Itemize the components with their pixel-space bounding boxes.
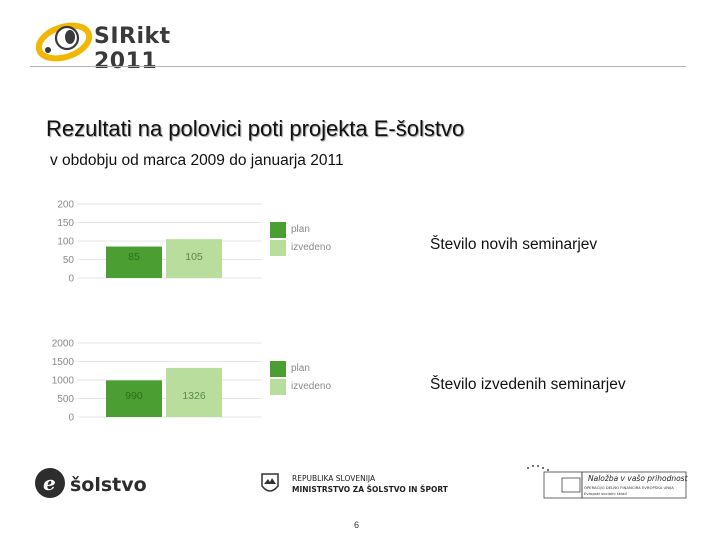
sirikt-emblem-icon xyxy=(35,22,93,62)
legend-swatch-izvedeno xyxy=(270,379,286,395)
ministry-logo: REPUBLIKA SLOVENIJA MINISTRSTVO ZA ŠOLST… xyxy=(258,470,458,505)
y-tick-label: 1500 xyxy=(52,357,75,368)
esolstvo-logo-text: šolstvo xyxy=(70,474,147,496)
ministry-line1: REPUBLIKA SLOVENIJA xyxy=(292,474,376,483)
y-tick-label: 200 xyxy=(57,200,74,211)
slide-title: Rezultati na polovici poti projekta E-šo… xyxy=(46,116,465,141)
esolstvo-emblem-icon xyxy=(35,468,65,498)
bar-izvedeno xyxy=(166,239,222,278)
bar-chart-svg: 0 50 100 150 200 85 105 plan izvedeno xyxy=(57,200,331,285)
eu-stars-icon xyxy=(527,465,549,471)
bar-data-label: 85 xyxy=(128,251,140,263)
y-tick-label: 0 xyxy=(68,274,74,285)
eu-flag-icon xyxy=(561,477,581,493)
legend-label: izvedeno xyxy=(291,381,331,392)
bar-data-label: 1326 xyxy=(182,390,206,402)
legend-swatch-plan xyxy=(270,361,286,377)
y-tick-label: 50 xyxy=(63,255,75,266)
chart-new-seminars: 0 50 100 150 200 85 105 plan izvedeno xyxy=(40,196,360,296)
esolstvo-logo: e šolstvo xyxy=(34,466,164,507)
y-tick-label: 100 xyxy=(57,237,74,248)
bar-plan xyxy=(106,246,162,278)
eu-line3: Evropski socialni sklad xyxy=(584,491,627,496)
chart-caption-held-seminars: Število izvedenih seminarjev xyxy=(430,376,626,393)
y-tick-label: 2000 xyxy=(52,339,75,350)
header-divider xyxy=(30,66,686,67)
ministry-line2: MINISTRSTVO ZA ŠOLSTVO IN ŠPORT xyxy=(292,485,449,494)
page-number: 6 xyxy=(354,520,360,530)
y-tick-label: 500 xyxy=(57,394,74,405)
eu-line2: OPERACIJO DELNO FINANCIRA EVROPSKA UNIJA xyxy=(584,485,674,490)
bar-chart-svg: 0 500 1000 1500 2000 990 1326 plan izvedeno xyxy=(52,339,332,424)
y-tick-label: 1000 xyxy=(52,376,75,387)
eu-line1: Naložba v vašo prihodnost xyxy=(588,474,689,483)
legend-label: plan xyxy=(291,363,310,374)
legend-label: plan xyxy=(291,224,310,235)
y-tick-label: 0 xyxy=(68,413,74,424)
sirikt-logo-text: SIRikt 2011 xyxy=(94,24,171,74)
y-tick-label: 150 xyxy=(57,218,74,229)
chart-held-seminars: 0 500 1000 1500 2000 990 1326 plan izvedeno xyxy=(40,335,360,435)
svg-text:e: e xyxy=(43,471,56,495)
sirikt-logo: SIRikt 2011 xyxy=(34,14,214,74)
chart-caption-new-seminars: Število novih seminarjev xyxy=(430,236,598,253)
bar-data-label: 990 xyxy=(125,390,143,402)
bar-data-label: 105 xyxy=(185,251,203,263)
legend-swatch-plan xyxy=(270,222,286,238)
bar-plan xyxy=(106,380,162,417)
eu-logo: Naložba v vašo prihodnost OPERACIJO DELN… xyxy=(520,462,695,513)
bar-izvedeno xyxy=(166,367,222,417)
legend-label: izvedeno xyxy=(291,242,331,253)
slide-subtitle: v obdobju od marca 2009 do januarja 2011 xyxy=(50,152,344,169)
legend-swatch-izvedeno xyxy=(270,240,286,256)
